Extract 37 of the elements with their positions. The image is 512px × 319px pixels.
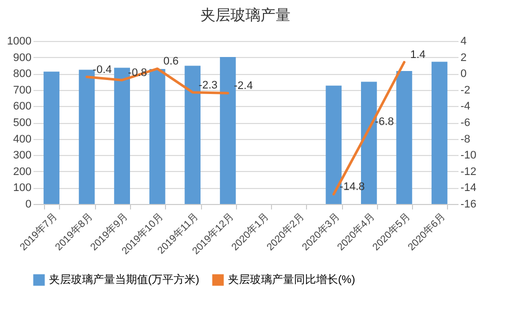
y2-tick-label: -6 xyxy=(460,117,470,129)
y2-tick-label: 2 xyxy=(460,52,467,64)
y2-tick-label: -16 xyxy=(460,198,476,210)
y-tick-label: 700 xyxy=(13,84,32,96)
y2-tick-label: -12 xyxy=(460,166,476,178)
y-tick-label: 0 xyxy=(25,198,32,210)
y2-tick-label: -2 xyxy=(460,84,470,96)
y-tick-label: 100 xyxy=(13,182,32,194)
y2-tick-label: -4 xyxy=(460,100,470,113)
bar xyxy=(44,72,60,204)
y-tick-label: 500 xyxy=(13,117,32,129)
bar xyxy=(114,68,130,204)
bar xyxy=(78,70,95,204)
y2-tick-label: 4 xyxy=(460,36,467,48)
chart-title: 夹层玻璃产量 xyxy=(200,7,290,24)
y2-tick-label: -14 xyxy=(460,182,476,194)
y-tick-label: 200 xyxy=(13,166,32,178)
y2-tick-label: 0 xyxy=(460,68,467,80)
y-tick-label: 900 xyxy=(13,52,32,64)
bar xyxy=(432,62,448,204)
bar xyxy=(149,69,166,204)
bar xyxy=(184,66,201,204)
y-tick-label: 300 xyxy=(13,150,32,162)
bar xyxy=(326,86,342,204)
bar xyxy=(396,70,412,204)
y-tick-label: 600 xyxy=(13,100,32,113)
y2-tick-label: -10 xyxy=(460,150,476,162)
y-tick-label: 1000 xyxy=(7,36,32,48)
bar xyxy=(220,56,236,204)
y-tick-label: 400 xyxy=(13,133,32,146)
y-tick-label: 800 xyxy=(13,68,32,80)
data-label: 1.4 xyxy=(410,49,426,62)
data-label: -0.4 xyxy=(92,64,112,76)
y2-tick-label: -8 xyxy=(460,133,470,146)
legend-label: 夹层玻璃产量当期值(万平方米) xyxy=(49,273,200,286)
data-label: 0.6 xyxy=(163,56,179,68)
legend-label: 夹层玻璃产量同比增长(%) xyxy=(228,273,356,286)
